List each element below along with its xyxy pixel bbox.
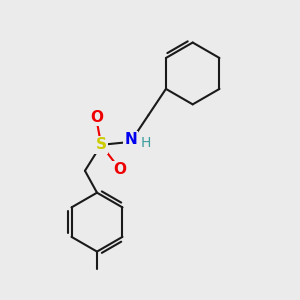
Text: N: N <box>124 132 137 147</box>
Text: H: H <box>141 136 151 150</box>
Text: O: O <box>113 162 126 177</box>
Text: S: S <box>96 137 106 152</box>
Text: O: O <box>90 110 103 125</box>
